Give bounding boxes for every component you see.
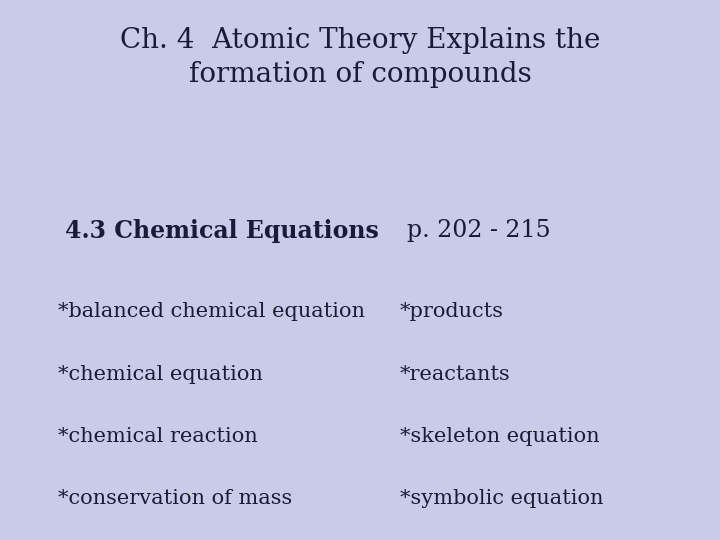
Text: *reactants: *reactants [400,364,510,383]
Text: Ch. 4  Atomic Theory Explains the
formation of compounds: Ch. 4 Atomic Theory Explains the formati… [120,27,600,89]
Text: 4.3 Chemical Equations: 4.3 Chemical Equations [65,219,379,242]
Text: *chemical equation: *chemical equation [58,364,263,383]
Text: *conservation of mass: *conservation of mass [58,489,292,508]
Text: *symbolic equation: *symbolic equation [400,489,603,508]
Text: *skeleton equation: *skeleton equation [400,427,599,446]
Text: *chemical reaction: *chemical reaction [58,427,257,446]
Text: p. 202 - 215: p. 202 - 215 [407,219,550,242]
Text: *balanced chemical equation: *balanced chemical equation [58,302,364,321]
Text: *products: *products [400,302,503,321]
